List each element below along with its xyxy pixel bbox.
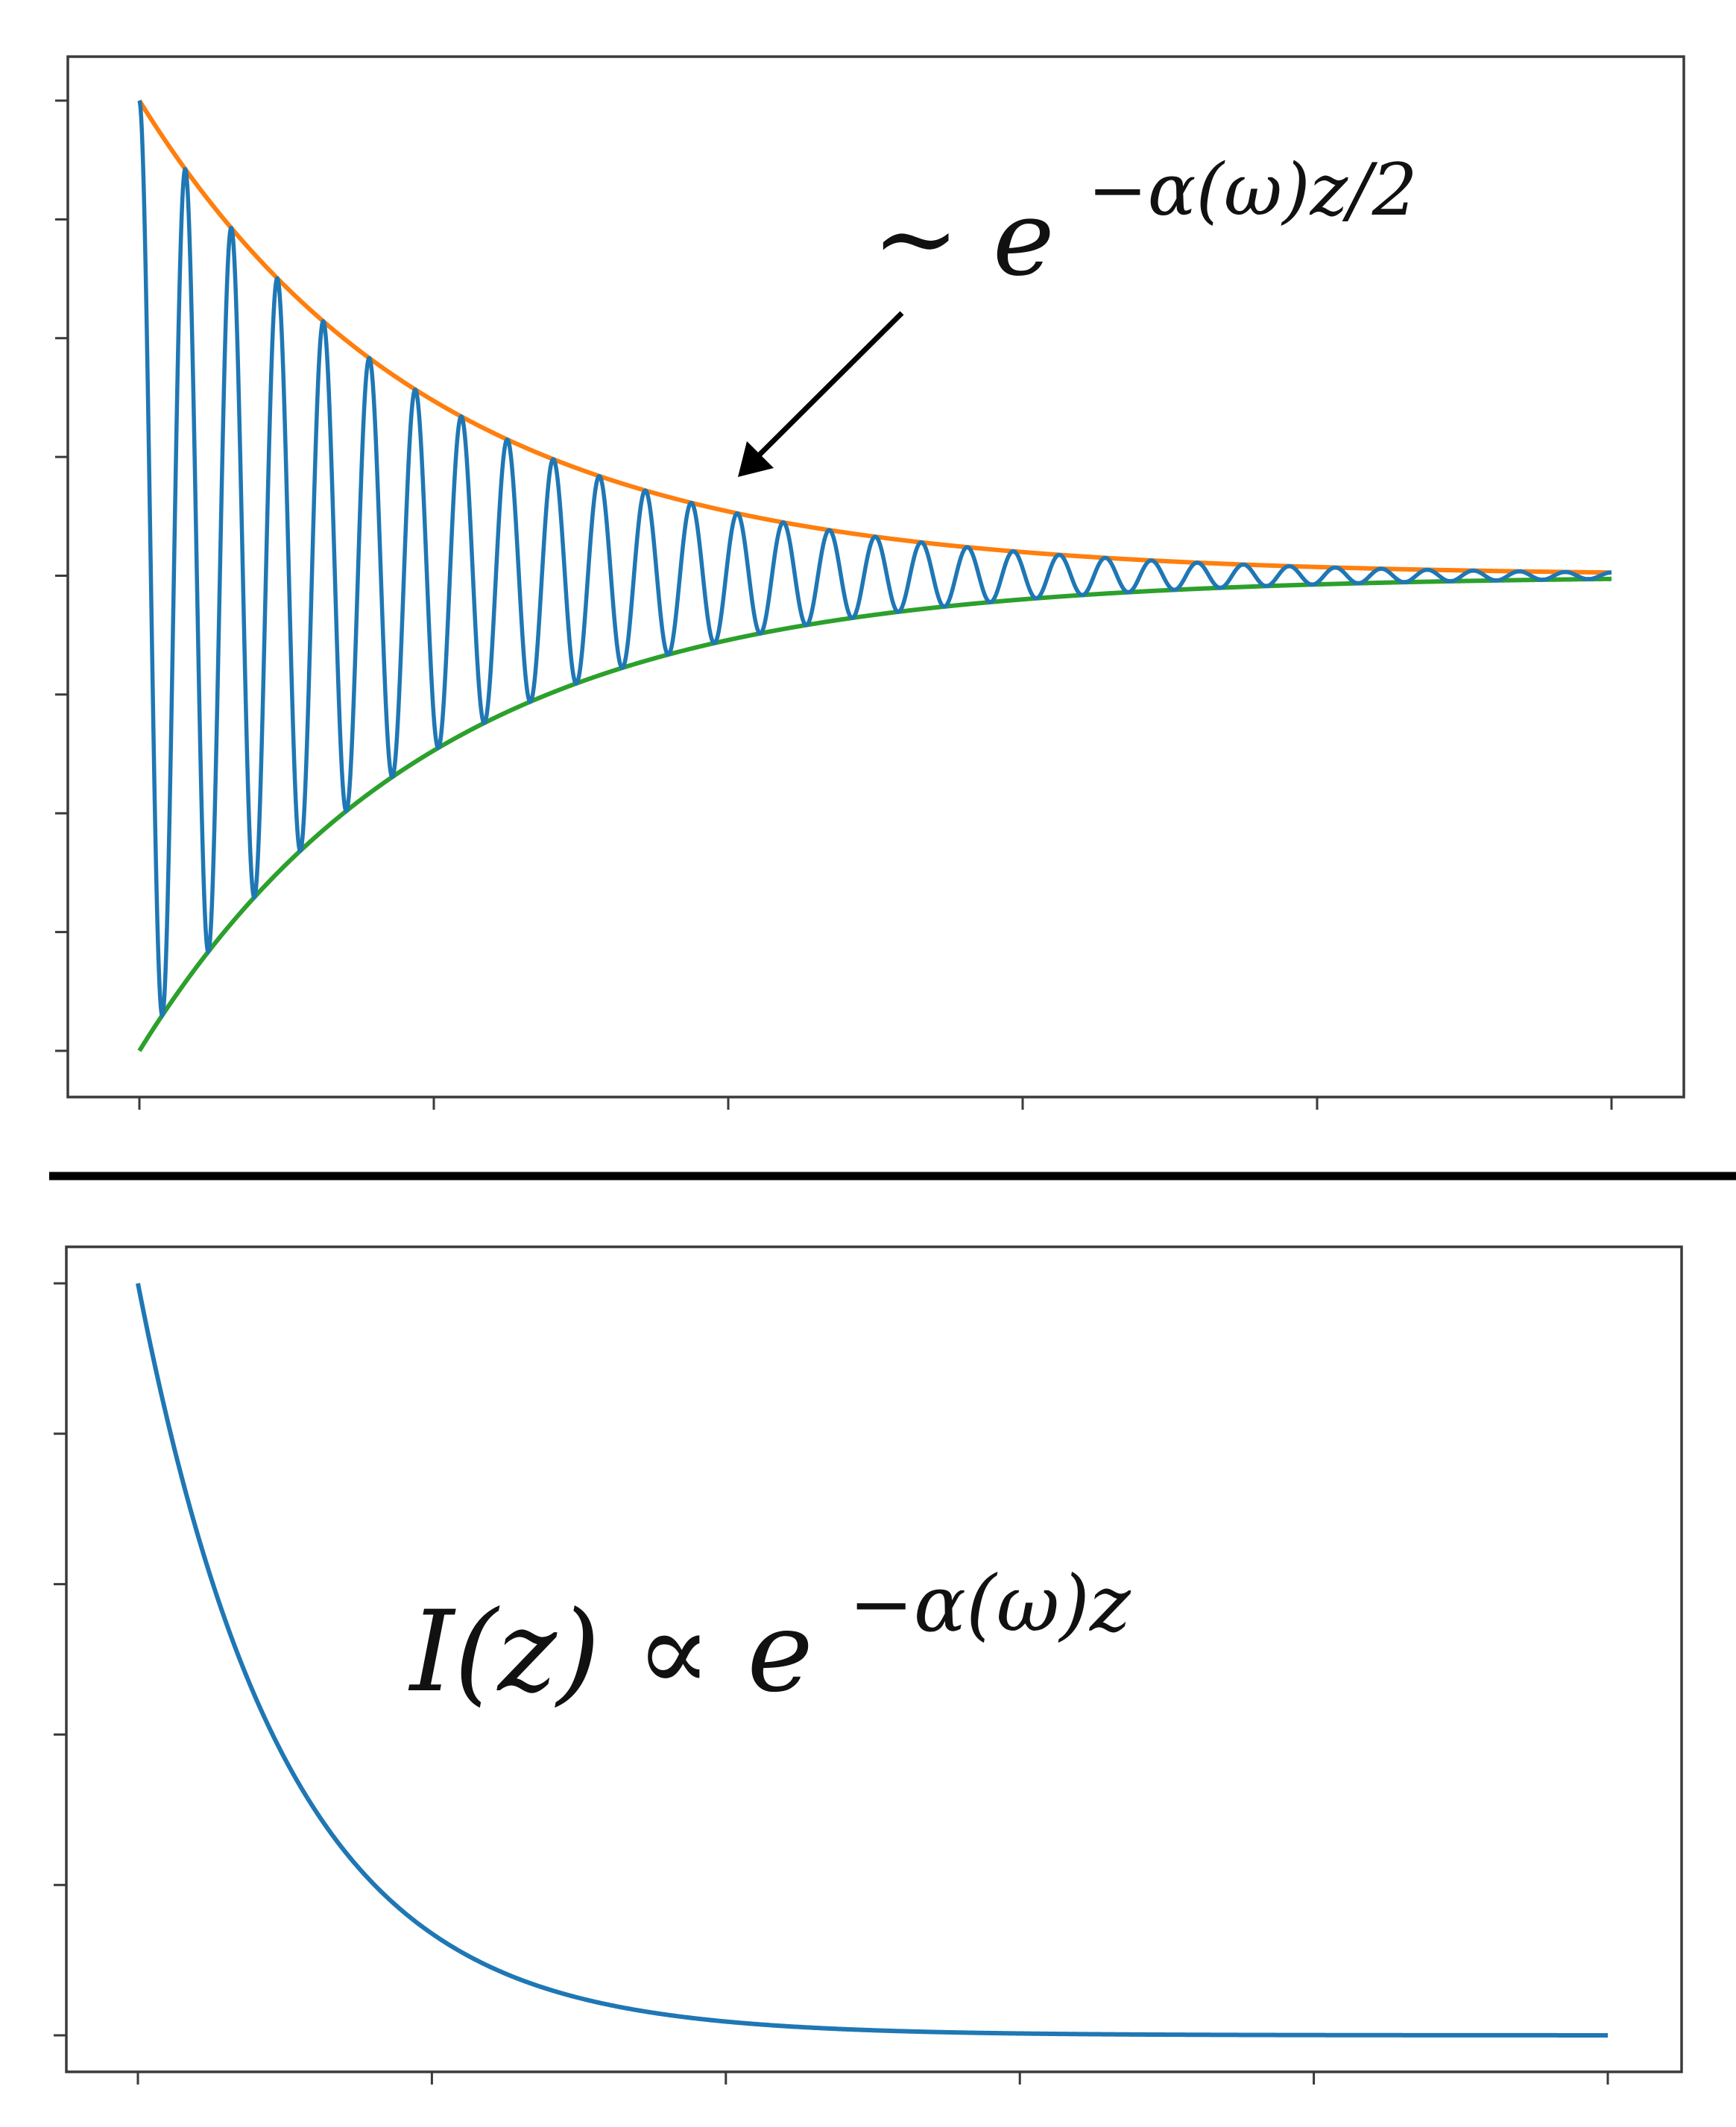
top-y-ticks (55, 99, 68, 1052)
lower-envelope-line (137, 576, 1612, 1052)
top-chart: ∼ e −α(ω)z/2 (55, 55, 1685, 1110)
intensity-annotation-base: I(z) ∝ e (408, 1587, 813, 1717)
intensity-annotation: I(z) ∝ e −α(ω)z (408, 1558, 1131, 1717)
damped-wave-line (137, 100, 1612, 1020)
envelope-annotation: ∼ e −α(ω)z/2 (872, 148, 1418, 300)
bottom-plot-frame (65, 1245, 1683, 2073)
bottom-chart: I(z) ∝ e −α(ω)z (54, 1245, 1683, 2085)
intensity-annotation-exponent: −α(ω)z (849, 1558, 1131, 1649)
annotation-arrow-head (738, 441, 774, 477)
envelope-annotation-base: ∼ e (872, 178, 1055, 300)
bottom-x-ticks (136, 2072, 1609, 2085)
intensity-decay-line (136, 1283, 1608, 2038)
annotation-arrow (752, 311, 904, 462)
bottom-y-ticks (54, 1282, 66, 2037)
top-x-ticks (138, 1097, 1613, 1110)
envelope-annotation-exponent: −α(ω)z/2 (1088, 148, 1417, 232)
